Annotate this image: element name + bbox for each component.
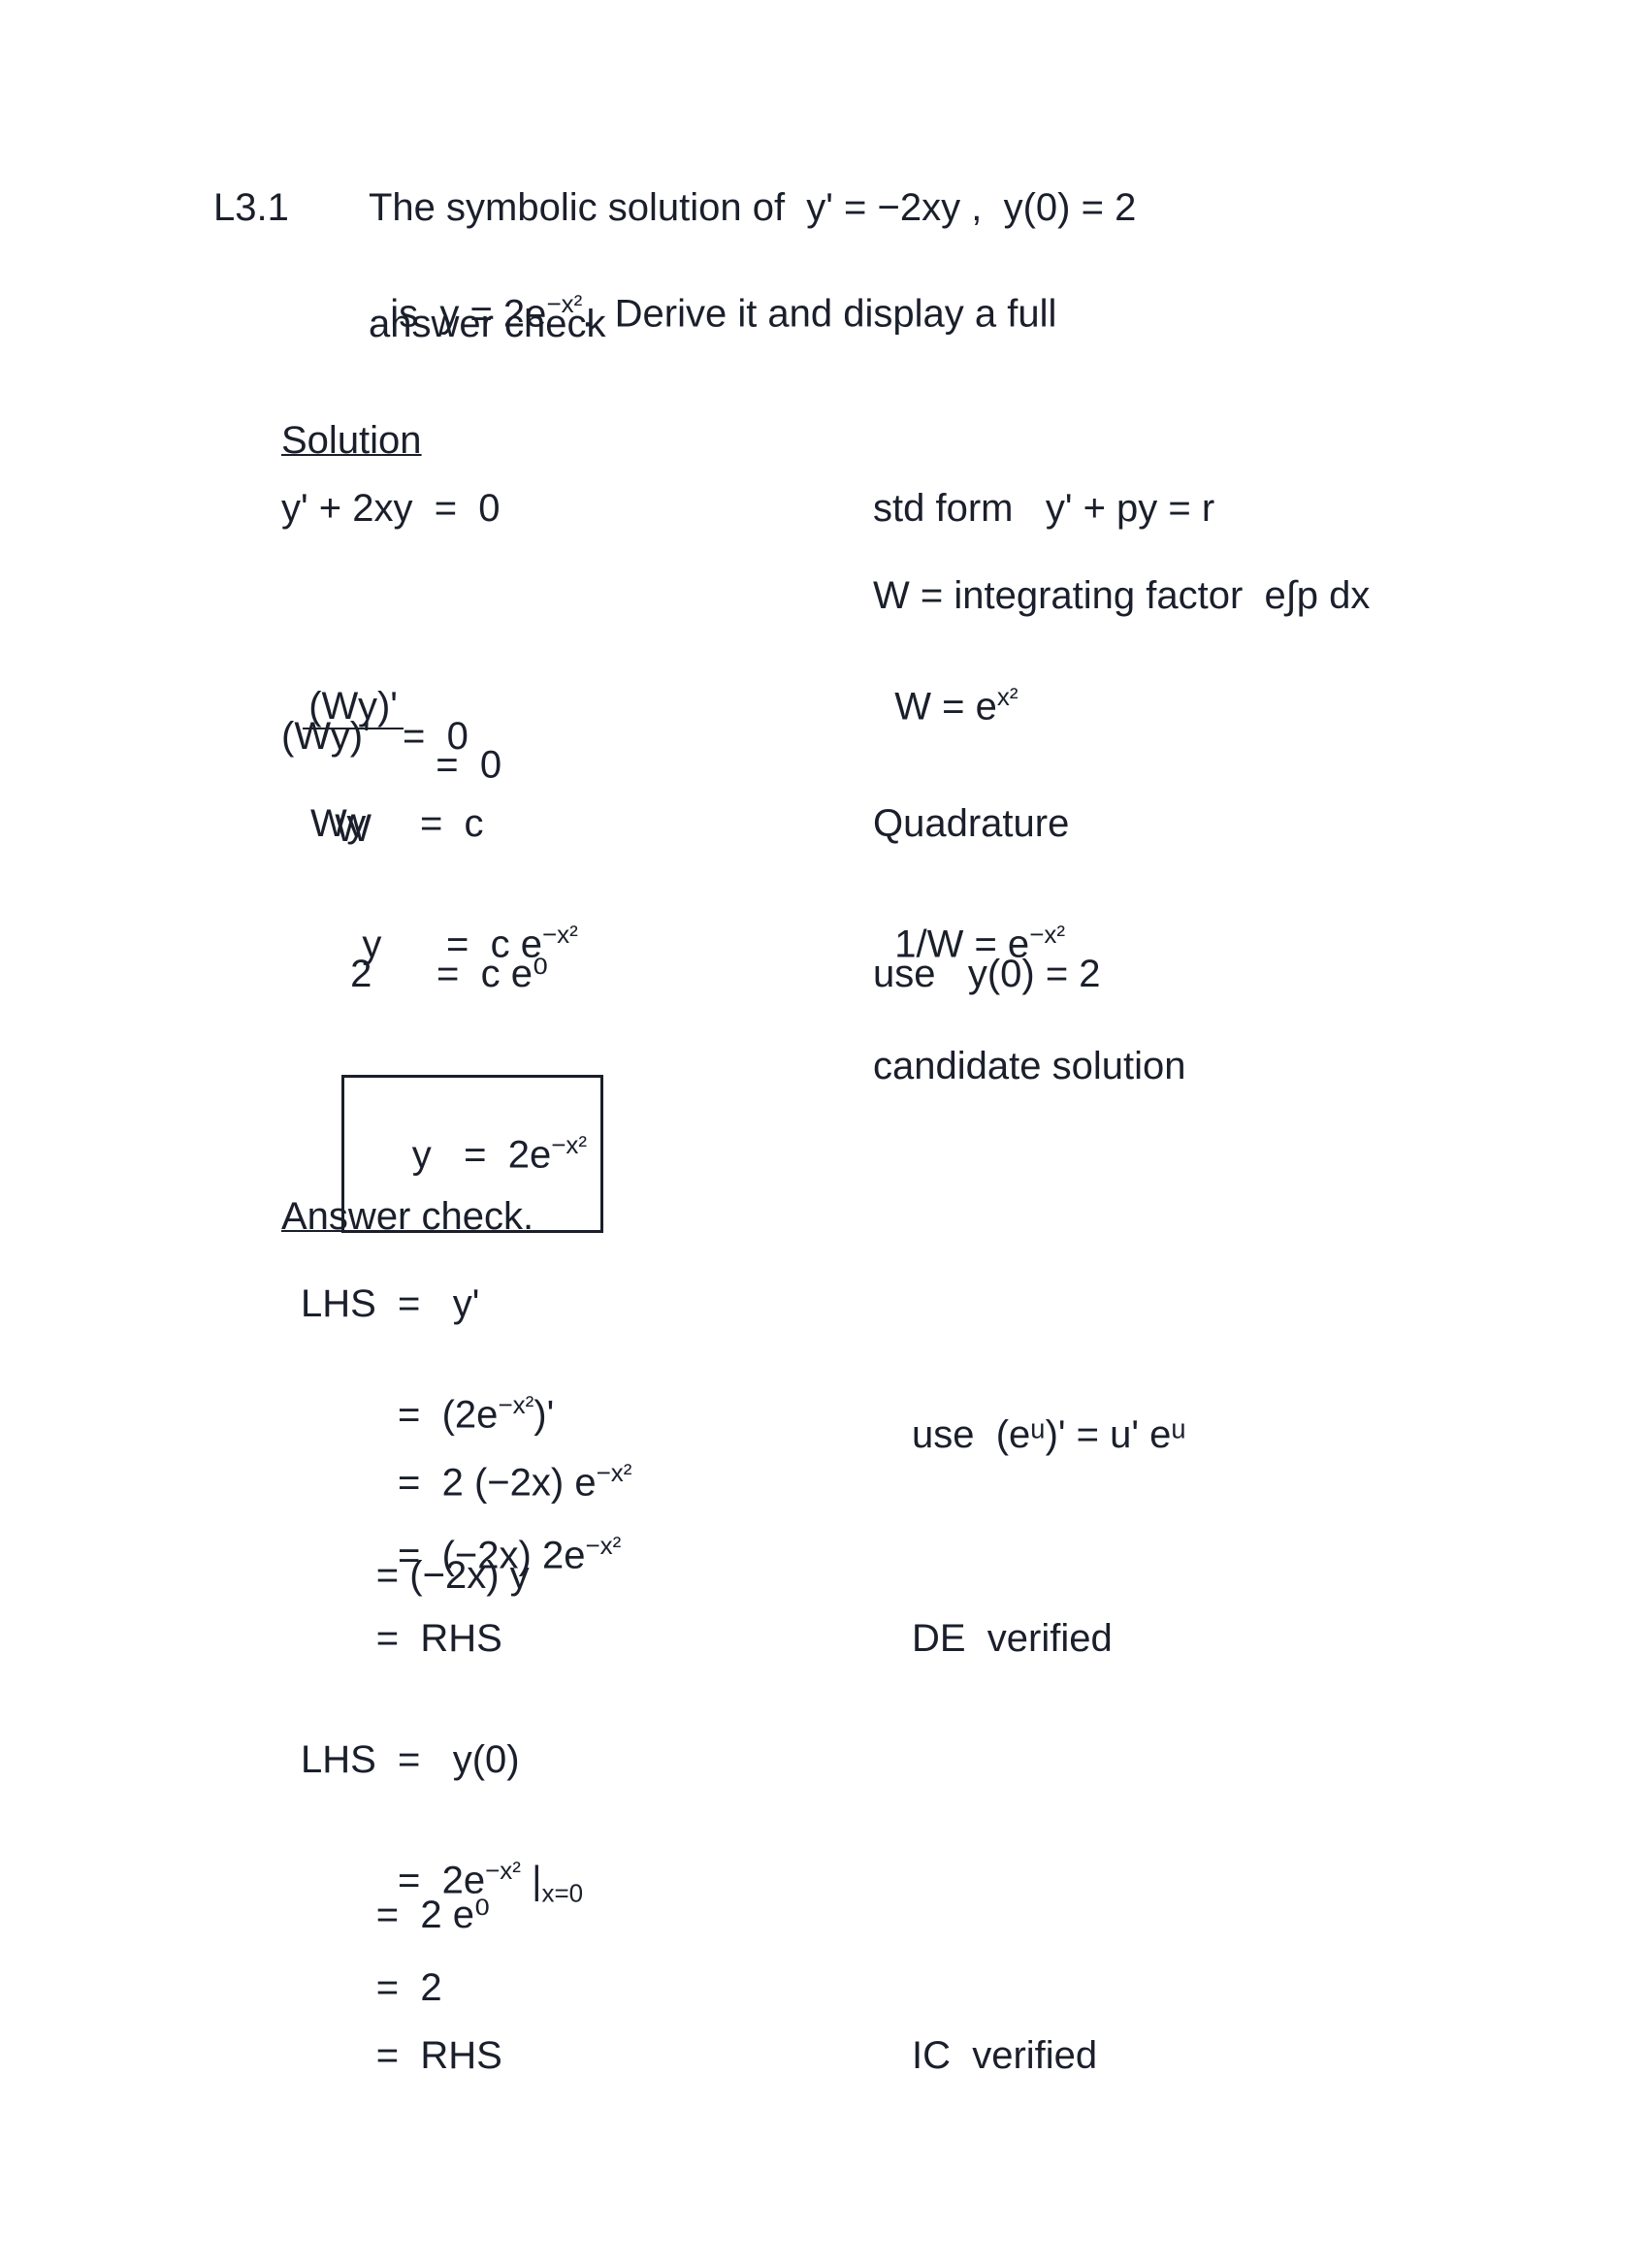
exp: −x² <box>585 1531 621 1560</box>
de-l3-right: use (eᵘ)' = u' eᵘ <box>912 1411 1186 1458</box>
txt: . Derive it and display a full <box>582 292 1056 335</box>
sol-left-0: y' + 2xy = 0 <box>281 485 501 532</box>
eval-bar: | <box>521 1859 542 1901</box>
de-l5: = (−2x) y <box>301 1552 530 1599</box>
problem-label: L3.1 <box>213 184 289 231</box>
exp: −x² <box>485 1856 521 1885</box>
sol-right-1: W = integrating factor e∫p dx <box>873 572 1370 619</box>
problem-line-3: answer check <box>369 301 606 347</box>
sol-right-7: candidate solution <box>873 1043 1185 1089</box>
exp: −x² <box>542 920 578 949</box>
de-l1: LHS = y' <box>301 1280 479 1327</box>
sol-left-6: 2 = c e⁰ <box>340 951 548 997</box>
exp: x² <box>997 682 1018 711</box>
ic-l3: = 2 e⁰ <box>301 1892 490 1938</box>
sol-right-2: W = ex² <box>873 635 1018 729</box>
txt: W = e <box>894 685 997 728</box>
sol-left-3: (Wy)' = 0 <box>281 713 469 760</box>
sol-right-4: Quadrature <box>873 800 1069 847</box>
handwritten-math-page: { "colors": { "ink": "#1a1f2b", "paper":… <box>0 0 1649 2268</box>
check-heading: Answer check. <box>281 1193 534 1240</box>
problem-line-1: The symbolic solution of y' = −2xy , y(0… <box>369 184 1136 231</box>
txt: y = 2e <box>402 1133 552 1176</box>
exp: −x² <box>1029 920 1065 949</box>
sol-right-0: std form y' + py = r <box>873 485 1214 532</box>
de-l6: = RHS <box>301 1615 502 1662</box>
ic-l5-right: IC verified <box>912 2032 1097 2079</box>
eval-sub: x=0 <box>541 1878 583 1907</box>
de-l6-right: DE verified <box>912 1615 1113 1662</box>
solution-heading: Solution <box>281 417 422 464</box>
ic-l4: = 2 <box>301 1964 442 2011</box>
sol-left-4: Wy = c <box>310 800 484 847</box>
sol-right-6: use y(0) = 2 <box>873 951 1101 997</box>
ic-l1: LHS = y(0) <box>301 1736 520 1783</box>
exp: −x² <box>597 1458 632 1487</box>
ic-l5: = RHS <box>301 2032 502 2079</box>
exp: −x² <box>551 1130 587 1159</box>
